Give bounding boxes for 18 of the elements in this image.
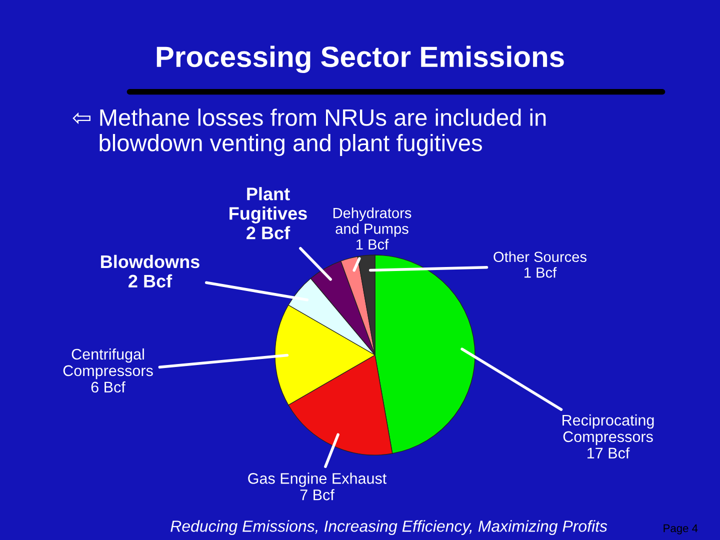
- slice-label: Other Sources: [494, 251, 586, 262]
- chart-title: Processing Sector Emissions: [156, 46, 564, 74]
- slice-label: Dehydrators and Pumps: [333, 207, 412, 237]
- slice-label: Gas Engine Exhaust: [248, 472, 387, 487]
- data-label: 2 Bcf: [128, 274, 172, 288]
- chart-subtitle: ⇦ Methane losses from NRUs are included in blowdown venting and plant fugitives: [72, 108, 546, 156]
- slice-label: Plant Fugitives: [230, 187, 307, 224]
- text: Reducing Emissions, Increasing Efficiency, Maximizing Profits: [170, 520, 608, 536]
- slice-label: Reciprocating Compressors: [562, 414, 654, 446]
- data-label: 7 Bcf: [300, 489, 334, 500]
- data-label: 1 Bcf: [524, 267, 557, 278]
- text: Page 4: [664, 524, 698, 534]
- data-label: 17 Bcf: [588, 447, 630, 459]
- data-label: 1 Bcf: [356, 238, 389, 250]
- data-label: 6 Bcf: [91, 381, 126, 393]
- data-label: 2 Bcf: [246, 226, 290, 240]
- slice-label: Centrifugal Compressors: [63, 348, 153, 380]
- slice-label: Blowdowns: [101, 254, 200, 268]
